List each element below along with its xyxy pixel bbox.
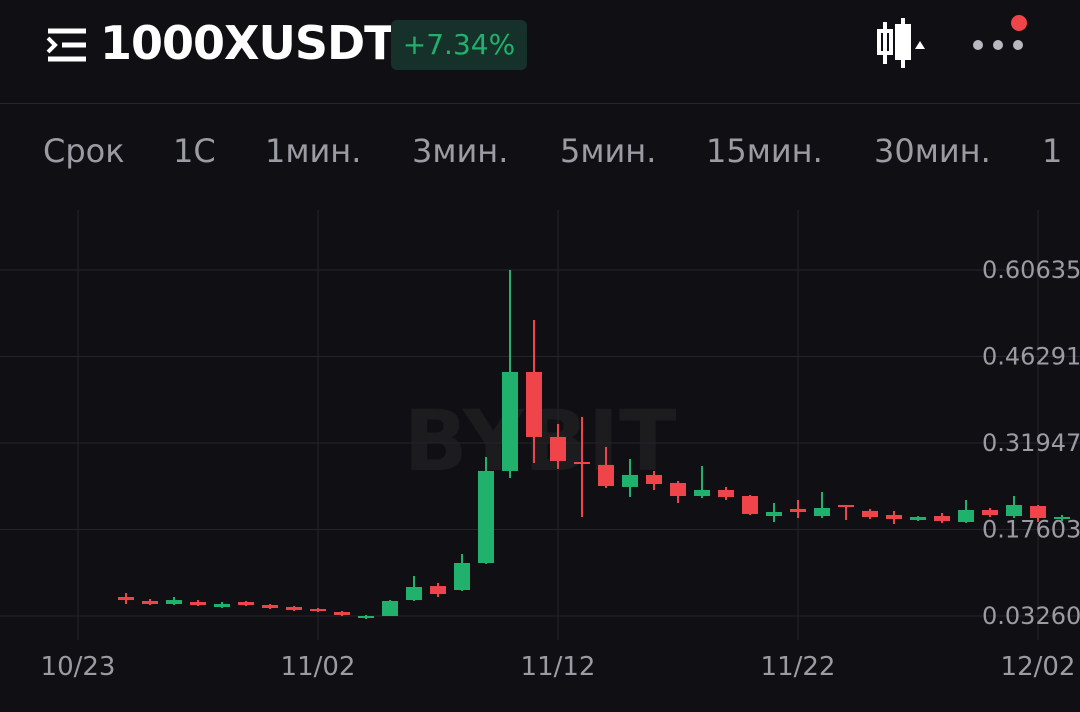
candle-body <box>718 489 734 497</box>
candle-body <box>742 496 758 514</box>
candle-body <box>382 600 398 617</box>
candle-body <box>286 607 302 610</box>
interval-tab[interactable]: 1С <box>173 132 216 170</box>
candle-body <box>166 600 182 605</box>
interval-tab[interactable]: Срок <box>43 132 125 170</box>
divider <box>0 103 1080 104</box>
candle-body <box>1054 516 1070 519</box>
candle-body <box>118 597 134 601</box>
candle-body <box>550 436 566 461</box>
more-icon[interactable] <box>973 15 1027 50</box>
candle-body <box>934 516 950 521</box>
interval-tab[interactable]: 5мин. <box>560 132 657 170</box>
header-icons <box>46 15 1027 68</box>
candle-body <box>862 510 878 517</box>
x-tick-label: 10/23 <box>41 652 116 682</box>
candle-body <box>646 474 662 485</box>
candle-body <box>502 371 518 471</box>
candle-body <box>814 508 830 517</box>
candle-body <box>958 509 974 522</box>
candle-body <box>670 482 686 497</box>
candle-body <box>454 562 470 591</box>
candle-body <box>694 489 710 497</box>
candle-body <box>142 600 158 605</box>
candle-body <box>910 516 926 521</box>
candle-body <box>214 604 230 608</box>
chart-type-icon[interactable] <box>877 18 925 68</box>
x-tick-label: 11/22 <box>761 652 836 682</box>
y-tick-label: 0.31947 <box>982 429 1080 457</box>
y-tick-label: 0.03260 <box>982 602 1080 630</box>
candle-body <box>526 371 542 437</box>
candle-body <box>574 461 590 464</box>
candle-body <box>478 470 494 563</box>
interval-tab[interactable]: 15мин. <box>706 132 823 170</box>
interval-tab[interactable]: 30мин. <box>874 132 991 170</box>
menu-icon[interactable] <box>46 28 86 62</box>
candle-body <box>886 514 902 519</box>
y-tick-label: 0.17603 <box>982 516 1080 544</box>
y-tick-label: 0.46291 <box>982 343 1080 371</box>
candle-body <box>622 474 638 487</box>
candle-body <box>310 609 326 612</box>
interval-tab[interactable]: 3мин. <box>412 132 509 170</box>
candle-body <box>358 616 374 619</box>
symbol: 1000XUSDT <box>100 16 396 70</box>
y-tick-label: 0.60635 <box>982 256 1080 284</box>
x-tick-label: 11/12 <box>521 652 596 682</box>
candle-body <box>238 602 254 606</box>
candle-body <box>982 509 998 515</box>
watermark: BYBIT <box>404 392 677 490</box>
candle-body <box>598 464 614 486</box>
candle-body <box>1030 506 1046 519</box>
interval-tab[interactable]: 1 <box>1042 132 1063 170</box>
x-tick-label: 11/02 <box>281 652 356 682</box>
candle-body <box>838 504 854 507</box>
candle-body <box>430 586 446 594</box>
candle-body <box>190 602 206 606</box>
candle-body <box>406 586 422 601</box>
x-tick-label: 12/02 <box>1001 652 1076 682</box>
interval-tab[interactable]: 1мин. <box>265 132 362 170</box>
candle-body <box>790 508 806 512</box>
candle-body <box>262 605 278 608</box>
candle-body <box>334 612 350 615</box>
candle-body <box>1006 504 1022 517</box>
candle-body <box>766 511 782 517</box>
change-badge: +7.34% <box>391 20 527 70</box>
